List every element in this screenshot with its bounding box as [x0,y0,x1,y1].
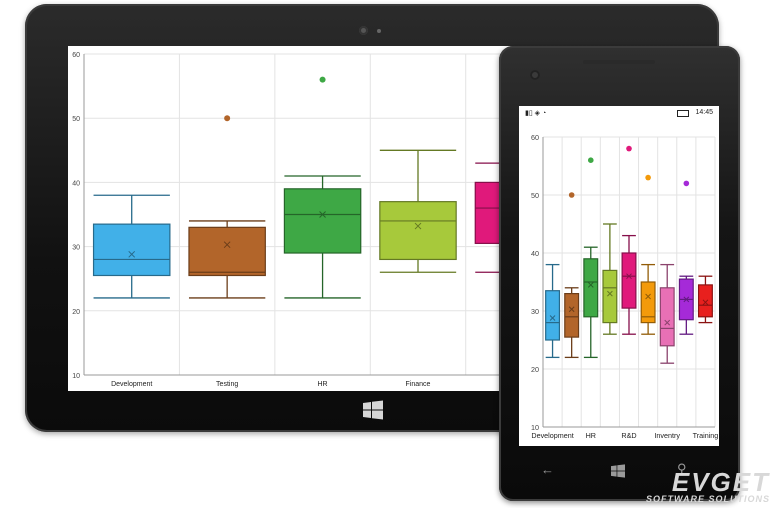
y-tick-label: 30 [72,245,80,252]
watermark-brand: EVGET [671,467,770,497]
mean-marker [607,290,613,297]
mean-marker [587,282,594,288]
y-tick-label: 30 [531,307,539,316]
mean-marker [223,241,231,249]
outlier-point [319,76,326,83]
x-tick-label: R&D [621,431,636,440]
phone-camera [530,70,540,80]
box-6 [659,287,675,347]
windows-start-icon[interactable] [611,464,625,483]
back-arrow-icon[interactable]: ← [541,462,554,477]
mean-marker [645,293,651,300]
mean-marker [414,222,422,230]
outlier-point [683,180,690,187]
x-tick-label: Development [111,381,152,388]
box-1 [564,293,580,338]
watermark-subtitle: SOFTWARE SOLUTIONS [645,494,770,504]
mean-marker [626,273,632,280]
y-tick-label: 60 [72,52,80,59]
box-2 [283,188,362,254]
x-tick-label: Training [693,431,719,440]
box-2 [583,258,599,318]
outlier-point [568,192,575,198]
search-icon[interactable]: ⚲ [677,461,687,476]
phone-box-plot-chart: 10 20 30 40 50 60 Development HR R&D Inventry Trai… [531,133,719,440]
box-3 [379,201,457,261]
x-tick-label: HR [318,381,328,388]
x-tick-label: Finance [406,381,431,388]
box-4 [621,252,637,309]
tablet-box-plot-chart: 102030405060DevelopmentTestingHRFinanceR… [72,52,674,388]
y-tick-label: 20 [531,365,539,374]
mean-marker [664,319,671,326]
mean-marker [568,306,575,313]
y-tick-label: 10 [531,423,539,432]
box-5 [640,281,656,324]
outlier-point [224,115,231,122]
status-time: 14:45 [695,109,713,116]
box-8 [697,284,713,318]
y-tick-label: 40 [72,180,80,187]
mean-marker [683,296,690,303]
windows-logo-icon[interactable] [363,400,383,425]
box-0 [545,290,561,341]
outlier-point [587,157,594,163]
phone-screen: ▮▯ ◈ ◔ 14:45 10 20 30 40 50 60 Development HR R&… [519,106,719,446]
phone-speaker [583,60,655,64]
box-0 [92,223,171,277]
x-tick-label: Testing [216,381,238,388]
y-tick-label: 40 [531,249,539,258]
signal-icon: ▮▯ ◈ ◔ [525,110,547,117]
phone-device: ▮▯ ◈ ◔ 14:45 10 20 30 40 50 60 Development HR R&… [499,46,740,501]
tablet-sensor [377,29,381,33]
x-tick-label: Inventry [654,431,680,440]
mean-marker [128,250,136,258]
mean-marker [319,211,326,218]
mean-marker [549,315,556,321]
y-tick-label: 20 [72,309,80,316]
status-bar: ▮▯ ◈ ◔ 14:45 [519,106,719,120]
tablet-camera [359,26,368,35]
x-tick-label: HR [586,431,596,440]
box-1 [188,226,266,277]
outlier-point [645,174,651,181]
mean-marker [702,299,709,306]
x-tick-label: Development [531,431,573,440]
y-tick-label: 50 [531,191,539,200]
box-3 [602,269,618,324]
outlier-point [626,145,632,152]
phone-nav-bar: ← ⚲ [499,458,740,488]
y-tick-label: 60 [531,133,539,142]
y-tick-label: 50 [72,116,80,123]
watermark: EVGET SOFTWARE SOLUTIONS [646,467,770,504]
y-tick-label: 10 [72,373,80,380]
battery-icon [677,110,689,117]
